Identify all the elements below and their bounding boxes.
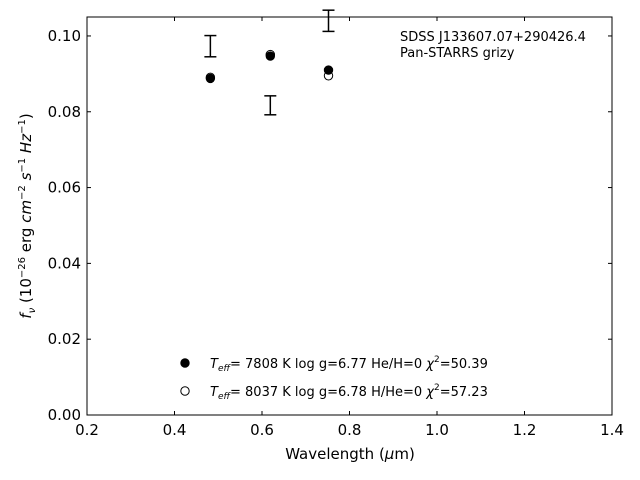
- x-tick-label: 0.2: [75, 421, 99, 439]
- x-tick-label: 1.0: [425, 421, 449, 439]
- y-tick-label: 0.02: [48, 330, 81, 348]
- ticks: 0.2 0.4 0.6 0.8 1.0 1.2 1.4 0.00 0.02 0.04 0.06 0.0…: [48, 17, 624, 439]
- x-axis-label: Wavelength (μm): [285, 445, 415, 463]
- annotation-object-name: SDSS J133607.07+290426.4: [400, 30, 586, 45]
- x-tick-label: 1.2: [513, 421, 537, 439]
- x-tick-label: 0.6: [250, 421, 274, 439]
- x-tick-label: 1.4: [600, 421, 624, 439]
- y-tick-label: 0.06: [48, 179, 81, 197]
- model-point-filled: [323, 65, 334, 75]
- model-point-filled: [265, 51, 276, 61]
- legend-entry: Teff= 7808 K log g=6.77 He/H=0 χ2=50.39: [210, 355, 488, 374]
- y-tick-label: 0.08: [48, 103, 81, 121]
- observed-errorbar: [204, 34, 217, 58]
- plot-frame: [86, 16, 613, 416]
- x-tick-label: 0.8: [338, 421, 362, 439]
- legend-entry: Teff= 8037 K log g=6.78 H/He=0 χ2=57.23: [210, 383, 488, 402]
- legend-marker-filled: [180, 358, 190, 368]
- y-tick-label: 0.00: [48, 406, 81, 424]
- model-markers: [205, 49, 334, 84]
- legend-marker-open: [180, 386, 190, 396]
- annotation-survey-name: Pan-STARRS grizy: [400, 46, 515, 61]
- legend: Teff= 7808 K log g=6.77 He/H=0 χ2=50.39 T…: [180, 355, 488, 402]
- observed-errorbars: [204, 9, 335, 116]
- model-point-filled: [205, 73, 216, 84]
- x-tick-label: 0.4: [163, 421, 187, 439]
- y-axis-label: fν (10−26 erg cm−2 s−1 Hz−1): [17, 113, 38, 318]
- observed-errorbar: [322, 9, 335, 33]
- y-tick-label: 0.10: [48, 27, 81, 45]
- observed-errorbar: [264, 95, 277, 116]
- y-tick-label: 0.04: [48, 254, 81, 272]
